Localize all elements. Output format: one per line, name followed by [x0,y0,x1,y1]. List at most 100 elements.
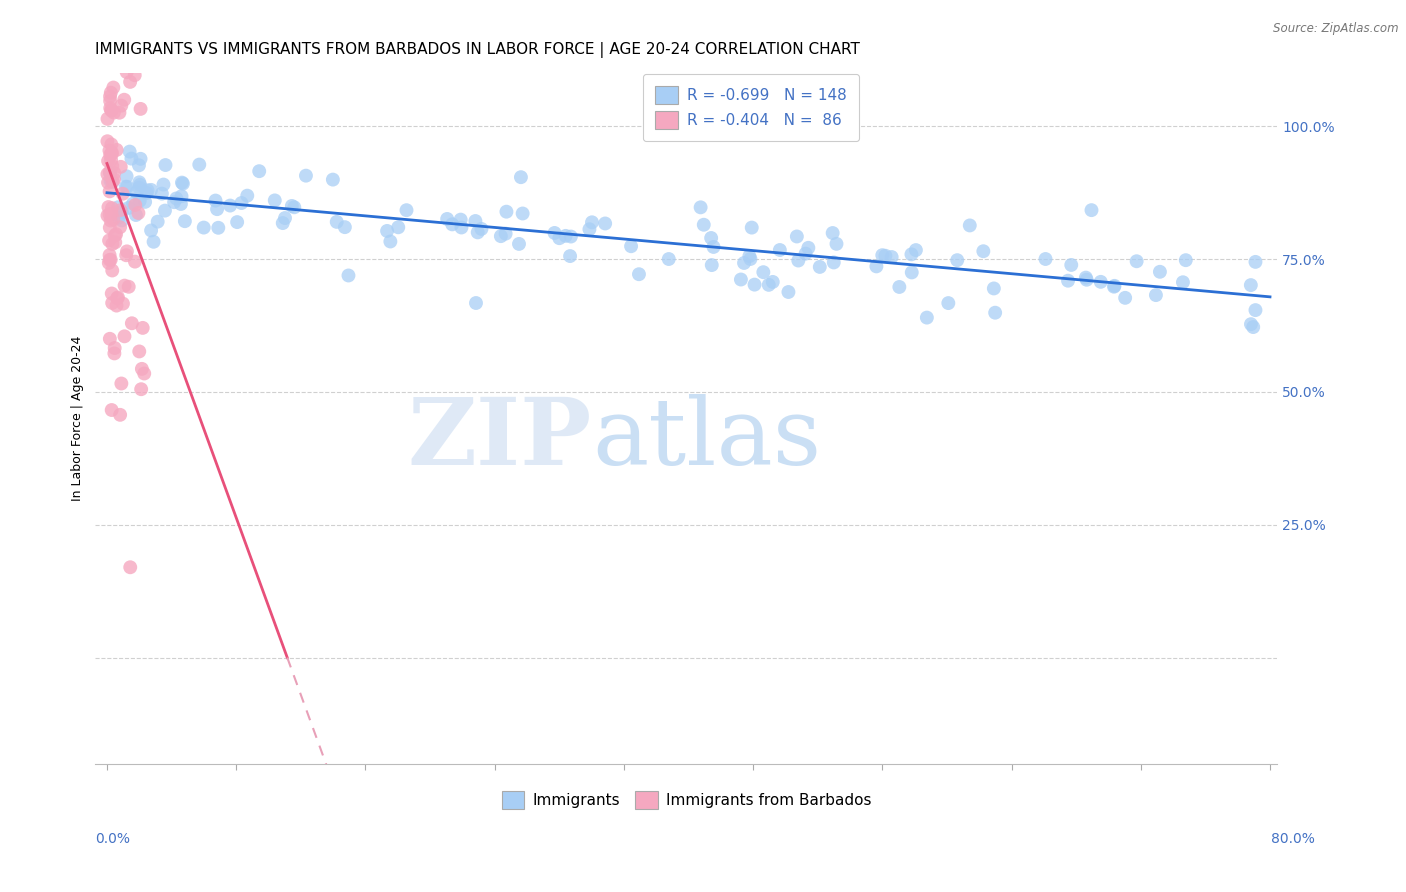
Point [132,321,155,335]
Point [1174,253,1197,268]
Point [114,179,136,194]
Point [733,256,755,270]
Text: atlas: atlas [592,394,821,484]
Text: 0.0%: 0.0% [96,832,131,846]
Point [129,102,152,116]
Point [135,186,157,200]
Point [880,250,903,264]
Text: ZIP: ZIP [408,394,592,484]
Point [110,160,132,174]
Point [700,258,723,272]
Point [281,199,304,213]
Point [98,165,121,179]
Point [97,153,120,168]
Point [139,223,162,237]
Point [236,188,259,202]
Point [98,248,121,262]
Point [96,209,118,223]
Point [98,89,121,103]
Point [111,296,134,310]
Point [387,220,409,235]
Point [101,296,124,310]
Point [207,220,229,235]
Point [740,252,762,266]
Point [395,203,418,218]
Point [112,93,135,107]
Point [129,178,152,192]
Point [188,157,211,171]
Point [105,227,128,242]
Point [581,215,603,229]
Point [875,249,897,263]
Point [136,183,159,197]
Point [114,329,136,343]
Point [107,200,129,214]
Point [204,194,226,208]
Point [823,255,845,269]
Point [97,256,120,270]
Point [104,341,127,355]
Point [1102,279,1125,293]
Point [1104,278,1126,293]
Point [142,235,165,249]
Point [548,231,571,245]
Point [165,191,187,205]
Point [152,178,174,192]
Point [124,68,146,82]
Point [1241,320,1264,334]
Point [115,248,138,262]
Point [333,220,356,235]
Point [105,299,128,313]
Text: IMMIGRANTS VS IMMIGRANTS FROM BARBADOS IN LABOR FORCE | AGE 20-24 CORRELATION CH: IMMIGRANTS VS IMMIGRANTS FROM BARBADOS I… [96,42,860,58]
Point [173,214,195,228]
Point [865,260,887,274]
Point [139,183,162,197]
Point [103,346,125,360]
Point [104,228,127,243]
Point [96,112,118,126]
Point [170,197,193,211]
Point [101,263,124,277]
Point [110,98,132,112]
Point [114,278,136,293]
Point [107,19,129,33]
Point [752,265,775,279]
Text: 80.0%: 80.0% [1271,832,1315,846]
Point [134,194,156,209]
Point [134,367,156,381]
Point [101,159,124,173]
Point [101,175,124,189]
Point [155,158,177,172]
Point [170,189,193,203]
Point [129,382,152,396]
Point [380,235,402,249]
Point [118,201,141,215]
Point [972,244,994,259]
Point [1244,255,1267,269]
Point [108,408,131,422]
Point [103,166,125,180]
Point [125,186,148,200]
Point [1171,275,1194,289]
Point [219,198,242,212]
Point [100,103,122,118]
Point [1057,274,1080,288]
Point [107,25,129,39]
Point [1080,203,1102,218]
Point [1060,258,1083,272]
Point [100,174,122,188]
Point [825,236,848,251]
Point [325,215,347,229]
Point [983,281,1005,295]
Point [120,152,142,166]
Point [128,194,150,208]
Point [107,211,129,225]
Point [295,169,318,183]
Point [593,217,616,231]
Point [96,167,118,181]
Point [172,177,194,191]
Point [153,203,176,218]
Point [103,80,125,95]
Point [129,152,152,166]
Point [915,310,938,325]
